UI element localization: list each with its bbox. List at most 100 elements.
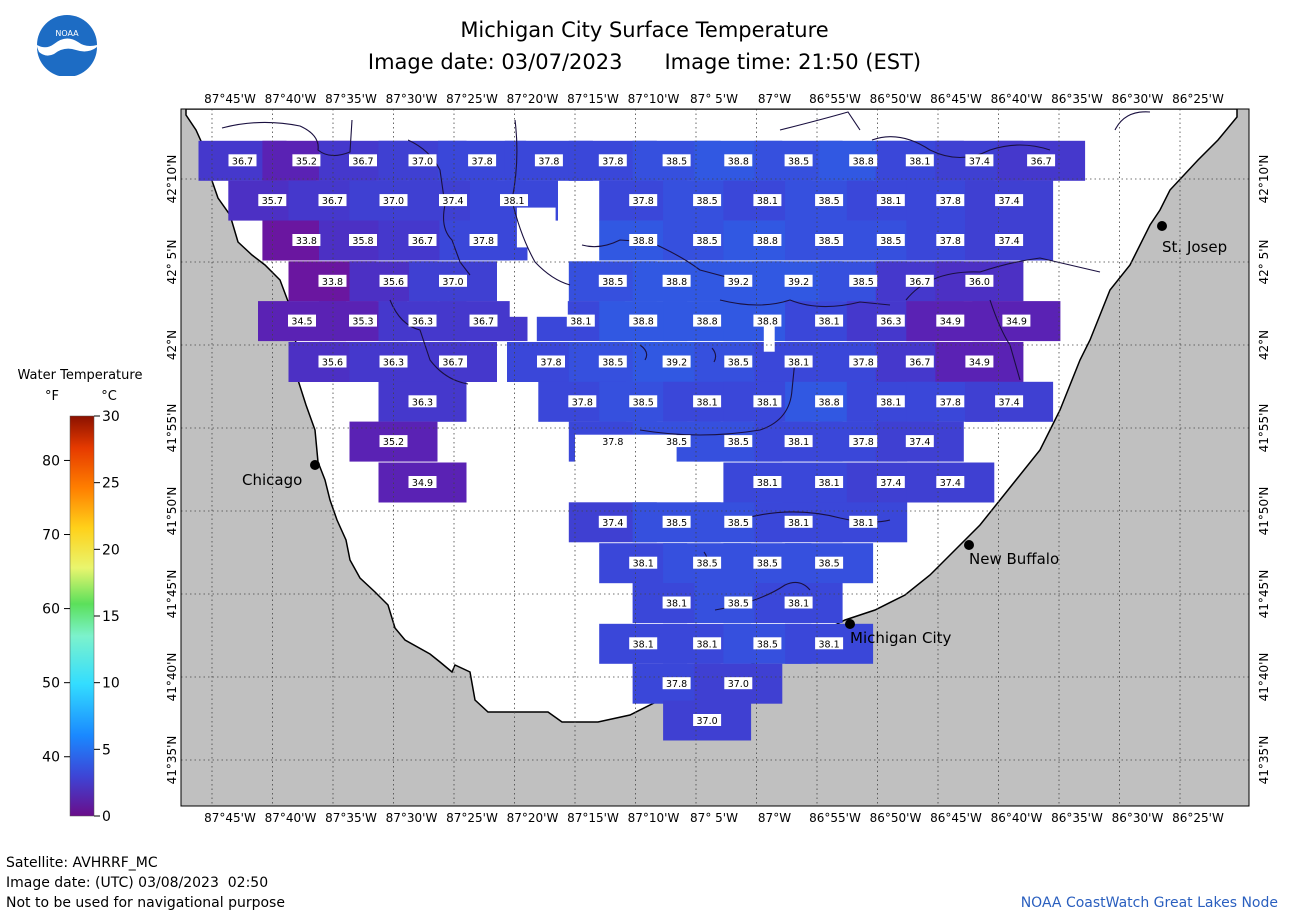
temperature-value: 37.4: [999, 196, 1020, 207]
temperature-label: 38.5: [724, 435, 753, 448]
temperature-label: 38.8: [724, 154, 753, 167]
temperature-label: 38.8: [753, 314, 782, 328]
temperature-label: 38.1: [784, 596, 813, 610]
temperature-label: 36.7: [905, 274, 934, 288]
temperature-value: 38.1: [788, 518, 809, 529]
temperature-label: 37.4: [936, 476, 965, 489]
temperature-value: 38.1: [570, 317, 591, 328]
temperature-value: 39.2: [728, 277, 749, 288]
temperature-label: 35.2: [292, 154, 321, 167]
temperature-value: 37.4: [442, 196, 463, 207]
temperature-value: 36.0: [969, 277, 990, 288]
temperature-value: 38.1: [909, 156, 930, 167]
temperature-value: 36.7: [442, 358, 463, 369]
temperature-value: 38.1: [757, 196, 778, 207]
place-marker: Michigan City: [845, 619, 952, 647]
temperature-value: 34.9: [412, 478, 433, 489]
temperature-label: 38.1: [815, 637, 844, 650]
longitude-label-top: 86°30'W: [1112, 92, 1164, 106]
temperature-label: 37.4: [905, 435, 934, 448]
temperature-label: 36.7: [469, 314, 498, 328]
temperature-label: 38.5: [693, 556, 722, 570]
lat-lon-grid: [181, 109, 1249, 806]
latitude-label-right: 41°50'N: [1257, 487, 1271, 536]
legend-celsius-tick: 25: [102, 476, 120, 492]
isotherm-line: [779, 111, 861, 131]
temperature-label: 38.8: [849, 154, 878, 167]
temperature-value: 38.8: [633, 236, 654, 247]
temperature-value: 37.4: [969, 156, 990, 167]
temperature-label: 34.9: [408, 476, 437, 489]
temperature-value: 39.2: [788, 277, 809, 288]
temperature-label: 33.8: [292, 234, 321, 247]
image-time: Image time: 21:50 (EST): [664, 50, 922, 74]
temperature-value: 36.7: [412, 236, 433, 247]
temperature-legend: Water Temperature °F °C 3025201510508070…: [18, 368, 143, 825]
temperature-value: 38.5: [819, 236, 840, 247]
latitude-label-right: 41°40'N: [1257, 653, 1271, 702]
temperature-label: 38.1: [849, 515, 878, 529]
temperature-value: 36.3: [412, 317, 433, 328]
longitude-label-top: 86°50'W: [870, 92, 922, 106]
temperature-value: 36.7: [1031, 156, 1052, 167]
temperature-label: 37.4: [598, 515, 627, 529]
longitude-label-bottom: 87° 5'W: [690, 811, 738, 825]
temperature-value: 36.7: [322, 196, 343, 207]
temperature-label: 36.7: [408, 234, 437, 247]
no-data-patch: [516, 207, 556, 248]
isotherm-line: [511, 119, 571, 286]
temperature-value: 35.6: [383, 277, 404, 288]
temperature-value: 38.5: [602, 358, 623, 369]
longitude-label-top: 87°45'W: [204, 92, 256, 106]
legend-celsius-tick: 15: [102, 609, 120, 625]
isotherm-line: [221, 119, 353, 157]
temperature-label: 37.0: [379, 194, 408, 207]
right-latitude-labels: 42°10'N 42° 5'N 42°N 41°55'N 41°50'N 41°45'N 4…: [1257, 155, 1271, 785]
temperature-value: 38.5: [697, 196, 718, 207]
temperature-label: 38.5: [662, 515, 691, 529]
temperature-label: 37.0: [439, 274, 467, 288]
isotherm-line: [719, 299, 891, 308]
temperature-label: 38.1: [784, 355, 813, 369]
temperature-label: 37.8: [537, 355, 565, 369]
temperature-label: 38.1: [629, 637, 658, 650]
temperature-label: 38.5: [784, 154, 813, 167]
legend-celsius-tick: 0: [102, 809, 111, 825]
temperature-label: 37.4: [876, 476, 905, 489]
temperature-label: 38.1: [693, 637, 722, 650]
temperature-value: 38.5: [728, 437, 749, 448]
temperature-label: 38.5: [876, 234, 905, 247]
longitude-label-bottom: 87°30'W: [386, 811, 438, 825]
temperature-label: 38.1: [876, 194, 905, 207]
temperature-label: 38.5: [693, 194, 722, 207]
temperature-label: 38.8: [693, 314, 722, 328]
temperature-value: 38.1: [880, 196, 901, 207]
temperature-label: 38.1: [566, 314, 595, 328]
temperature-value: 35.6: [322, 358, 343, 369]
temperature-value: 37.8: [473, 236, 494, 247]
temperature-value: 37.8: [472, 156, 493, 167]
image-date: Image date: 03/07/2023: [367, 50, 623, 74]
temperature-label: 36.0: [965, 274, 994, 288]
longitude-label-bottom: 87°W: [758, 811, 791, 825]
longitude-label-bottom: 86°30'W: [1112, 811, 1164, 825]
temperature-label: 34.9: [936, 314, 965, 328]
legend-celsius-tick: 5: [102, 742, 111, 758]
temperature-value: 38.5: [757, 639, 778, 650]
temperature-value: 35.2: [296, 156, 317, 167]
temperature-label: 38.5: [724, 355, 753, 369]
temperature-value: 35.3: [352, 317, 373, 328]
temperature-value: 38.5: [697, 236, 718, 247]
map-frame: [180, 108, 1250, 807]
isotherm-line: [871, 136, 1051, 158]
temperature-label: 37.8: [534, 154, 563, 167]
temperature-value: 39.2: [666, 358, 687, 369]
temperature-label: 37.8: [598, 154, 627, 167]
temperature-label: 39.2: [784, 274, 813, 288]
place-name: St. Josep: [1162, 238, 1227, 256]
place-name: New Buffalo: [969, 550, 1059, 568]
footer-disclaimer: Not to be used for navigational purpose: [6, 895, 285, 911]
legend-celsius-tick: 20: [102, 542, 120, 558]
longitude-label-top: 87°15'W: [567, 92, 619, 106]
